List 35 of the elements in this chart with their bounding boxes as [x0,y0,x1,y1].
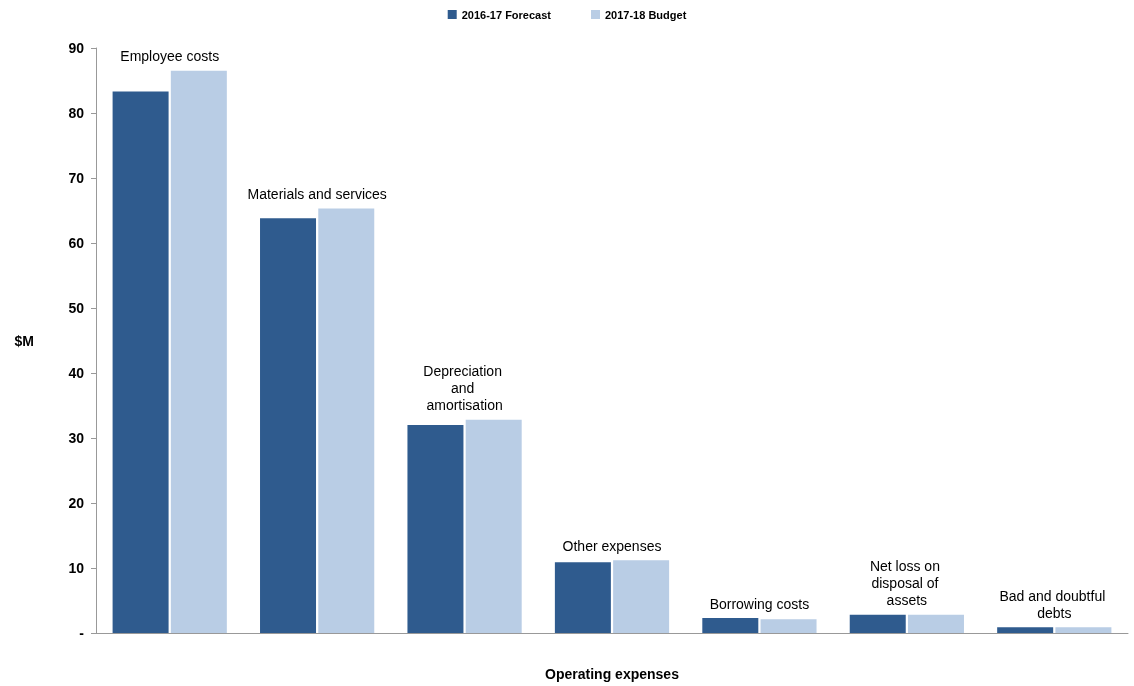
legend-label: 2017-18 Budget [604,8,687,21]
x-tick-label: Depreciation and amortisation [423,363,506,414]
bar [112,91,169,633]
bar [465,419,522,633]
x-tick-label: Bad and doubtful debts [999,587,1110,621]
bar [170,70,227,633]
y-tick-label: 10 [68,560,85,576]
bar [702,618,759,633]
bar [997,627,1054,633]
bar [907,614,964,633]
bar [613,560,670,633]
bar [407,425,464,633]
x-tick-label: Borrowing costs [709,595,810,612]
y-tick-label: - [79,625,85,641]
bar [318,208,375,633]
y-tick-label: 30 [68,430,85,446]
y-tick-label: 80 [68,105,85,121]
x-axis-title: Operating expenses [545,666,680,682]
legend-label: 2016-17 Forecast [461,8,552,21]
x-tick-label: Materials and services [247,186,387,203]
bar [1055,627,1112,633]
y-tick-label: 90 [68,40,85,56]
x-tick-label: Employee costs [120,48,220,65]
x-tick-label: Other expenses [562,537,662,554]
bar [760,619,817,633]
bar [849,614,906,633]
y-tick-label: 60 [68,235,85,251]
y-tick-label: 70 [68,170,85,186]
y-tick-label: 50 [68,300,85,316]
bar [554,562,611,633]
bar [260,218,317,633]
y-tick-label: 20 [68,495,85,511]
x-tick-label: Net loss on disposal of assets [869,558,944,609]
y-tick-label: 40 [68,365,85,381]
y-axis-title: $M [14,332,34,349]
